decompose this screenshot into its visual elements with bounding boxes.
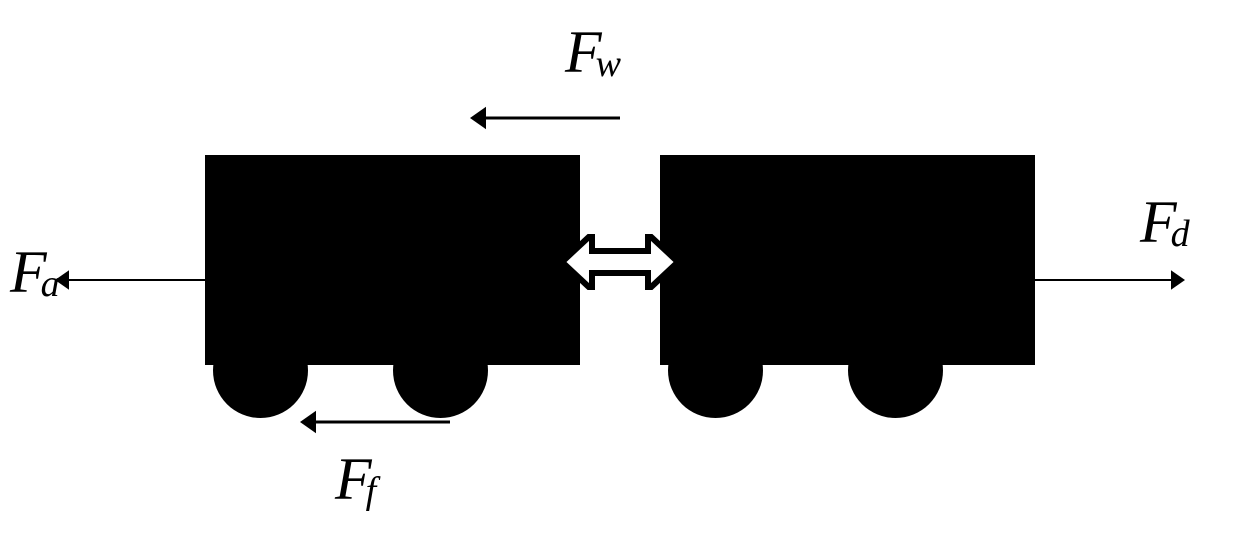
label-fd: Fd <box>1140 188 1190 257</box>
label-ff-sub: f <box>366 470 377 512</box>
diagram-stage: { "canvas": { "width": 1240, "height": 5… <box>0 0 1240 555</box>
label-fw-sub: w <box>596 43 621 85</box>
label-ff: Ff <box>335 445 376 514</box>
label-fa-sub: a <box>41 263 60 305</box>
label-fw: Fw <box>565 18 621 87</box>
label-fd-sub: d <box>1171 213 1190 255</box>
label-fa: Fa <box>10 238 60 307</box>
